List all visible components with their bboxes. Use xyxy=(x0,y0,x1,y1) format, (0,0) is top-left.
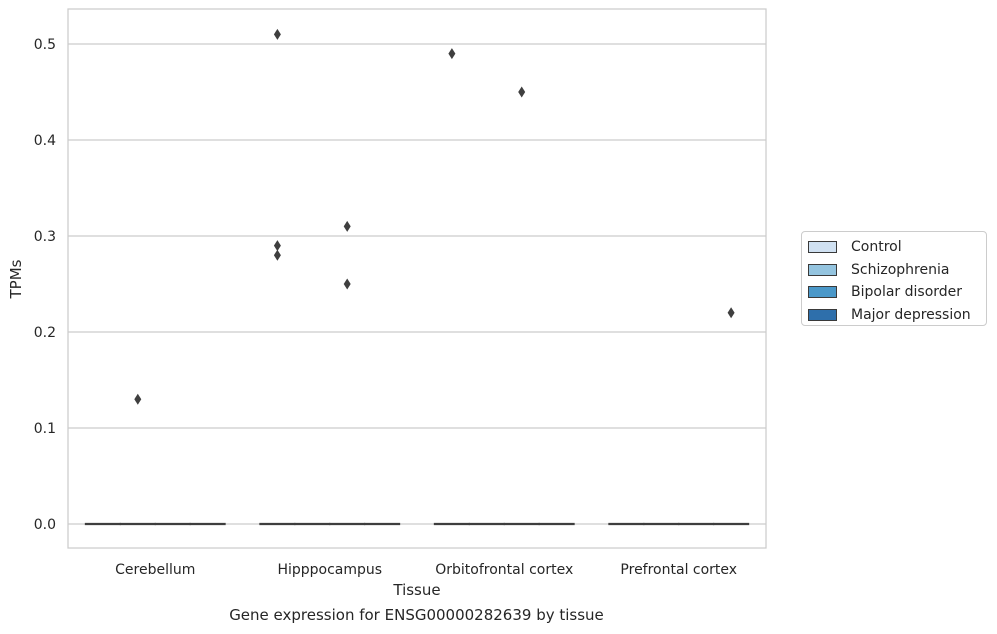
legend-swatch xyxy=(808,263,837,276)
y-tick-label: 0.5 xyxy=(34,37,56,53)
legend-label: Control xyxy=(851,239,902,256)
legend: Control Schizophrenia Bipolar disorder Majo… xyxy=(801,231,987,326)
outlier-point xyxy=(448,48,456,60)
chart-caption: Gene expression for ENSG00000282639 by t… xyxy=(229,606,604,624)
legend-item: Schizophrenia xyxy=(808,259,980,282)
plot-area xyxy=(67,8,767,549)
legend-label: Bipolar disorder xyxy=(851,284,963,301)
outlier-point xyxy=(273,249,281,261)
outliers xyxy=(134,28,735,405)
outlier-point xyxy=(343,278,351,290)
outlier-point xyxy=(134,393,142,405)
x-tick-labels: Cerebellum Hipppocampus Orbitofrontal cort… xyxy=(115,562,737,578)
x-tick-label: Orbitofrontal cortex xyxy=(435,562,573,578)
legend-swatch xyxy=(808,241,837,254)
y-tick-label: 0.2 xyxy=(34,325,56,341)
outlier-point xyxy=(273,28,281,40)
x-axis-label: Tissue xyxy=(392,581,440,599)
legend-item: Control xyxy=(808,236,980,259)
outlier-point xyxy=(343,220,351,232)
y-tick-label: 0.1 xyxy=(34,421,56,437)
y-axis-label: TPMs xyxy=(7,259,25,299)
x-tick-label: Cerebellum xyxy=(115,562,195,578)
y-tick-labels: 0.0 0.1 0.2 0.3 0.4 0.5 xyxy=(34,37,56,533)
x-tick-label: Prefrontal cortex xyxy=(620,562,737,578)
x-tick-label: Hipppocampus xyxy=(277,562,382,578)
boxes xyxy=(84,522,750,526)
legend-item: Major depression xyxy=(808,304,980,327)
y-tick-label: 0.0 xyxy=(34,517,56,533)
outlier-point xyxy=(273,240,281,252)
outlier-point xyxy=(518,86,526,98)
legend-swatch xyxy=(808,308,837,321)
legend-label: Major depression xyxy=(851,306,971,323)
legend-swatch xyxy=(808,286,837,299)
y-tick-label: 0.3 xyxy=(34,229,56,245)
y-tick-label: 0.4 xyxy=(34,133,56,149)
legend-item: Bipolar disorder xyxy=(808,281,980,304)
outlier-point xyxy=(727,307,735,319)
legend-label: Schizophrenia xyxy=(851,261,950,278)
